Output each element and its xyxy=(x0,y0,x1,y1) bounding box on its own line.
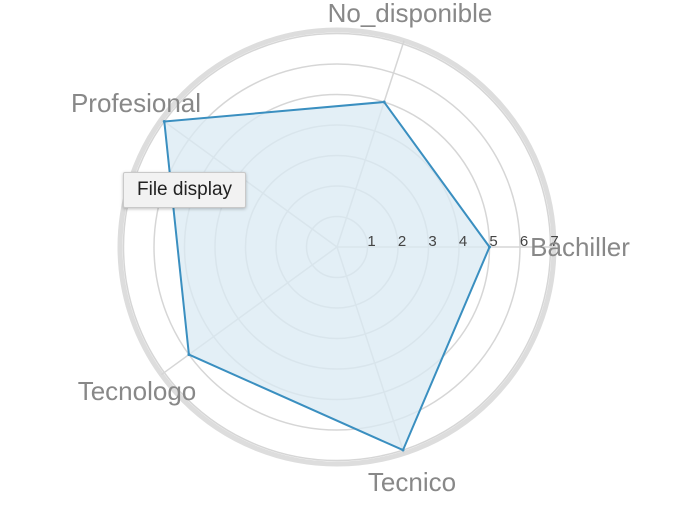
radial-tick-label: 4 xyxy=(459,233,467,250)
category-label: No_disponible xyxy=(328,0,493,28)
category-label: Tecnologo xyxy=(78,376,197,406)
radial-tick-label: 7 xyxy=(550,233,558,250)
tooltip: File display xyxy=(123,172,247,208)
category-label: Bachiller xyxy=(530,232,630,262)
category-label: Profesional xyxy=(71,88,201,118)
radial-tick-label: 2 xyxy=(398,233,406,250)
data-point xyxy=(187,353,191,357)
data-point xyxy=(488,245,491,249)
radial-tick-label: 5 xyxy=(489,233,497,250)
category-label: Tecnico xyxy=(368,467,456,497)
data-point xyxy=(162,120,166,124)
radial-tick-label: 3 xyxy=(428,233,436,250)
data-point xyxy=(401,448,405,452)
radial-tick-label: 1 xyxy=(367,233,375,250)
data-point xyxy=(382,100,386,104)
radial-tick-label: 6 xyxy=(520,233,528,250)
